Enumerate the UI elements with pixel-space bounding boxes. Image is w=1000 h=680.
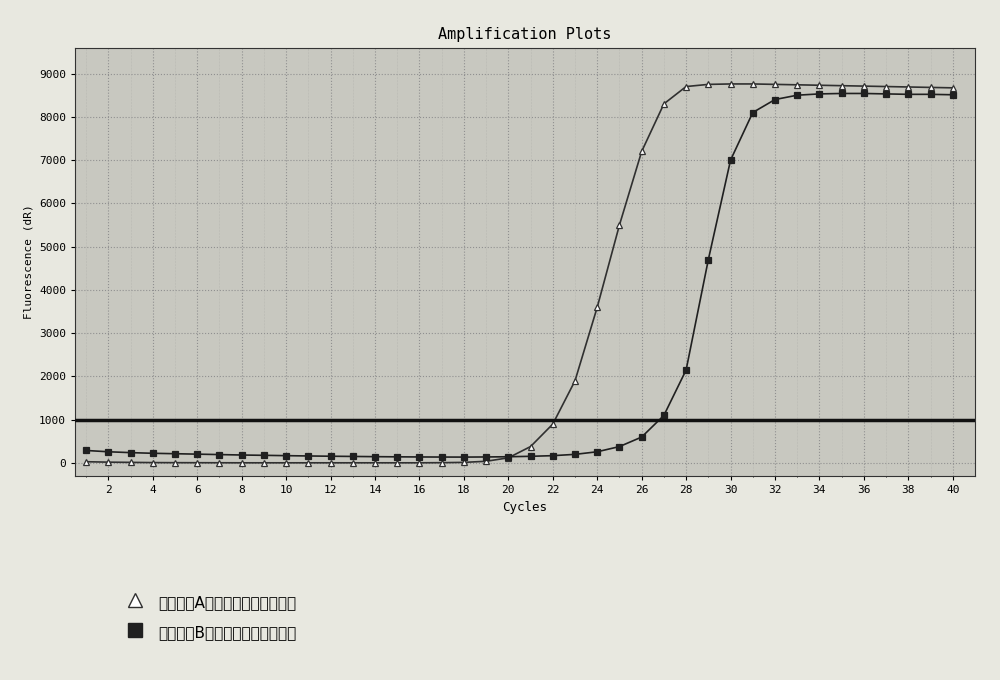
- Legend: 反应体系A扩增所对应的扩增曲线, 反应体系B扩增所对应的扩增曲线: 反应体系A扩增所对应的扩增曲线, 反应体系B扩增所对应的扩增曲线: [128, 594, 296, 640]
- Title: Amplification Plots: Amplification Plots: [438, 27, 612, 42]
- Y-axis label: Fluorescence (dR): Fluorescence (dR): [23, 205, 33, 319]
- X-axis label: Cycles: Cycles: [503, 500, 548, 513]
